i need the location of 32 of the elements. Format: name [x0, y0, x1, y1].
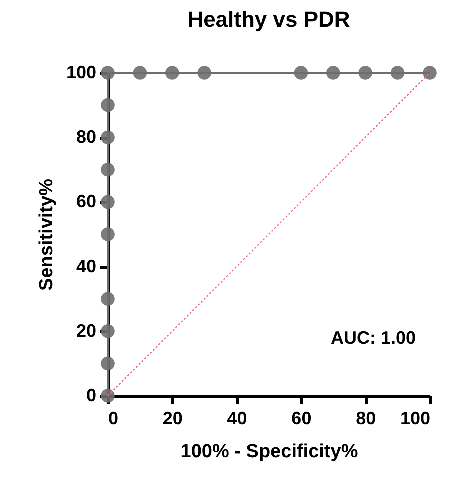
x-tick-label: 80 [356, 408, 376, 428]
point [166, 66, 180, 80]
point [358, 66, 372, 80]
y-tick-label: 20 [76, 320, 96, 341]
point [101, 292, 115, 306]
annotation: AUC: 1.00 [330, 328, 416, 348]
point [101, 130, 115, 144]
point [101, 163, 115, 177]
point [423, 66, 437, 80]
x-tick-label: 60 [292, 408, 312, 428]
point [294, 66, 308, 80]
point [198, 66, 212, 80]
y-tick-label: 80 [76, 127, 96, 148]
point [101, 324, 115, 338]
y-tick-label: 40 [76, 256, 96, 276]
x-tick-label: 40 [227, 408, 248, 428]
point [101, 98, 115, 112]
y-axis-title: Sensitivity% [36, 178, 58, 291]
chart-title: Healthy vs PDR [188, 7, 350, 32]
point [133, 66, 148, 80]
point [390, 66, 405, 80]
point [101, 195, 115, 210]
x-tick-label: 0 [108, 408, 119, 428]
point [326, 66, 340, 80]
y-tick-label: 0 [86, 386, 96, 406]
x-tick-label: 100 [400, 408, 430, 428]
y-tick-label: 60 [76, 192, 96, 212]
x-tick-label: 20 [162, 408, 183, 428]
x-axis-title: 100% - Specificity% [180, 442, 358, 462]
point [101, 356, 115, 371]
point [101, 228, 115, 242]
y-tick-label: 100 [66, 62, 96, 82]
